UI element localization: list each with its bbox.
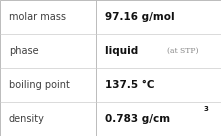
Text: 97.16 g/mol: 97.16 g/mol (105, 12, 175, 22)
Text: density: density (9, 114, 45, 124)
Text: 3: 3 (203, 106, 208, 112)
Text: 0.783 g/cm: 0.783 g/cm (105, 114, 170, 124)
Text: molar mass: molar mass (9, 12, 66, 22)
Text: liquid: liquid (105, 46, 145, 56)
Text: (at STP): (at STP) (167, 47, 198, 55)
Text: phase: phase (9, 46, 38, 56)
Text: boiling point: boiling point (9, 80, 70, 90)
Text: 137.5 °C: 137.5 °C (105, 80, 154, 90)
